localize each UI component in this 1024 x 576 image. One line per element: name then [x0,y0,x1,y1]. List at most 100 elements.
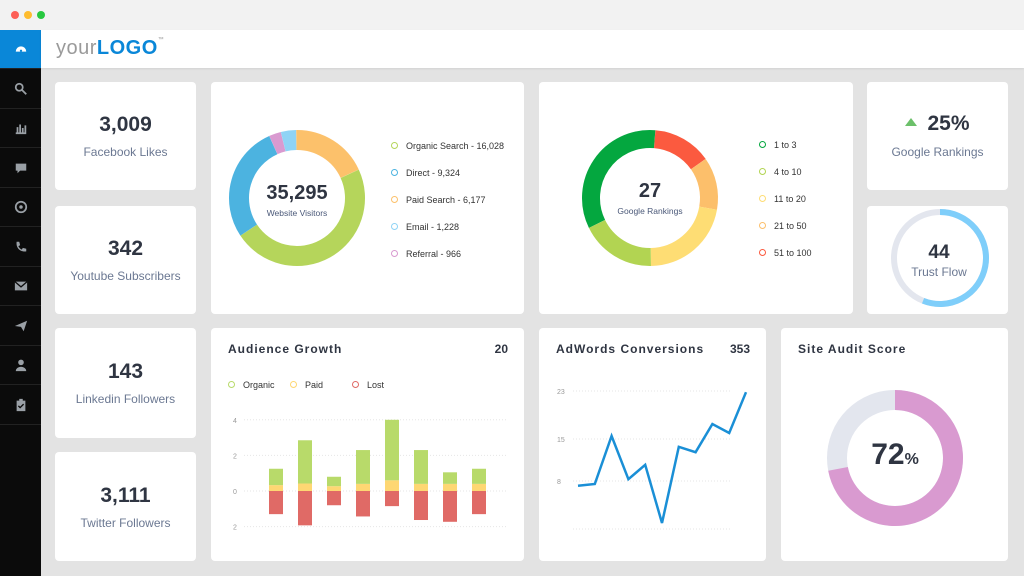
sidebar-item-bar-chart[interactable] [0,109,41,148]
bar-organic[interactable] [385,419,399,481]
youtube-subscribers-value: 342 [107,237,144,260]
sidebar-item-user[interactable] [0,346,41,385]
bar-paid[interactable] [298,483,312,491]
donut-slice[interactable] [588,219,652,266]
bar-organic[interactable] [269,468,283,486]
sidebar-item-phone[interactable] [0,228,41,267]
twitter-followers-label: Twitter Followers [80,515,171,530]
legend-marker-icon [228,381,235,388]
website-visitors-legend: Organic Search - 16,028 Direct - 9,324 Pai… [391,132,504,267]
bar-organic[interactable] [356,450,370,484]
bar-lost[interactable] [298,491,312,526]
legend-item: Paid [290,371,352,398]
legend-label: 4 to 10 [774,166,802,177]
legend-marker-icon [391,196,398,203]
linkedin-followers-card: 143 Linkedin Followers [55,328,196,438]
bar-organic[interactable] [327,476,341,487]
conversions-line [577,391,748,524]
legend-marker-icon [759,222,766,229]
legend-label: 21 to 50 [774,220,807,231]
bar-paid[interactable] [385,480,399,491]
bar-lost[interactable] [472,491,486,515]
legend-item: 21 to 50 [759,212,812,239]
bar-lost[interactable] [327,491,341,506]
send-icon [14,320,27,331]
donut-slice[interactable] [280,130,297,152]
logo-brand: LOGO [96,37,158,59]
y-tick-label: 15 [557,437,565,444]
donut-slice[interactable] [690,158,718,210]
gauge-fill [828,390,963,526]
dashboard-icon [15,46,26,52]
close-window-button[interactable] [11,11,19,19]
bar-lost[interactable] [385,491,399,507]
donut-slice[interactable] [229,135,278,236]
bar-organic[interactable] [414,450,428,484]
chat-icon [15,163,26,173]
adwords-value: 353 [729,342,750,356]
maximize-window-button[interactable] [37,11,45,19]
sidebar-item-clipboard[interactable] [0,386,41,425]
donut-slice[interactable] [582,130,656,228]
legend-item: Referral - 966 [391,240,504,267]
bar-lost[interactable] [414,491,428,521]
data-point[interactable] [676,444,682,450]
bar-paid[interactable] [356,483,370,491]
facebook-likes-value: 3,009 [99,113,152,136]
sidebar-item-at[interactable] [0,188,41,227]
bar-paid[interactable] [269,485,283,491]
data-point[interactable] [625,476,631,482]
trust-flow-label: Trust Flow [911,265,967,279]
site-audit-title: Site Audit Score [798,342,907,356]
donut-slice[interactable] [240,169,365,266]
donut-slice[interactable] [650,206,717,266]
legend-item: Organic [228,371,290,398]
bar-organic[interactable] [298,440,312,484]
bar-lost[interactable] [356,491,370,517]
google-rankings-label: Google Rankings [617,206,683,216]
trend-up-icon [905,118,918,126]
bar-lost[interactable] [443,491,457,522]
sidebar-item-mail[interactable] [0,267,41,306]
sidebar-item-chat[interactable] [0,149,41,188]
legend-item: Direct - 9,324 [391,159,504,186]
adwords-chart: 23 15 8 [557,389,749,530]
trust-flow-gauge [891,209,989,307]
data-point[interactable] [609,433,615,439]
facebook-likes-label: Facebook Likes [83,145,168,159]
twitter-followers-card: 3,111 Twitter Followers [55,452,196,561]
legend-label: Organic Search - 16,028 [406,140,505,151]
legend-item: Lost [352,371,414,398]
data-point[interactable] [743,389,749,395]
legend-marker-icon [759,141,766,148]
donut-slice[interactable] [269,131,286,155]
bar-lost[interactable] [269,491,283,515]
data-point[interactable] [592,481,598,487]
data-point[interactable] [642,462,648,468]
bar-organic[interactable] [472,468,486,484]
legend-label: Paid Search - 6,177 [406,194,486,205]
bar-organic[interactable] [443,472,457,484]
sidebar-item-send[interactable] [0,307,41,346]
bar-paid[interactable] [443,483,457,491]
sidebar-item-search[interactable] [0,70,41,109]
minimize-window-button[interactable] [24,11,32,19]
bar-paid[interactable] [472,483,486,491]
bar-paid[interactable] [327,486,341,491]
donut-slice[interactable] [295,130,359,179]
data-point[interactable] [726,430,732,436]
legend-label: 1 to 3 [774,139,797,150]
legend-marker-icon [391,250,398,257]
data-point[interactable] [693,449,699,455]
donut-slice[interactable] [653,130,706,170]
logo[interactable]: yourLOGO™ [56,37,164,60]
data-point[interactable] [575,483,581,489]
data-point[interactable] [659,520,665,526]
legend-marker-icon [391,142,398,149]
audience-growth-title: Audience Growth [228,342,343,356]
legend-marker-icon [391,169,398,176]
data-point[interactable] [709,421,715,427]
sidebar-item-dashboard[interactable] [0,30,41,69]
bar-paid[interactable] [414,483,428,491]
ranking-change-label: Google Rankings [891,145,984,159]
